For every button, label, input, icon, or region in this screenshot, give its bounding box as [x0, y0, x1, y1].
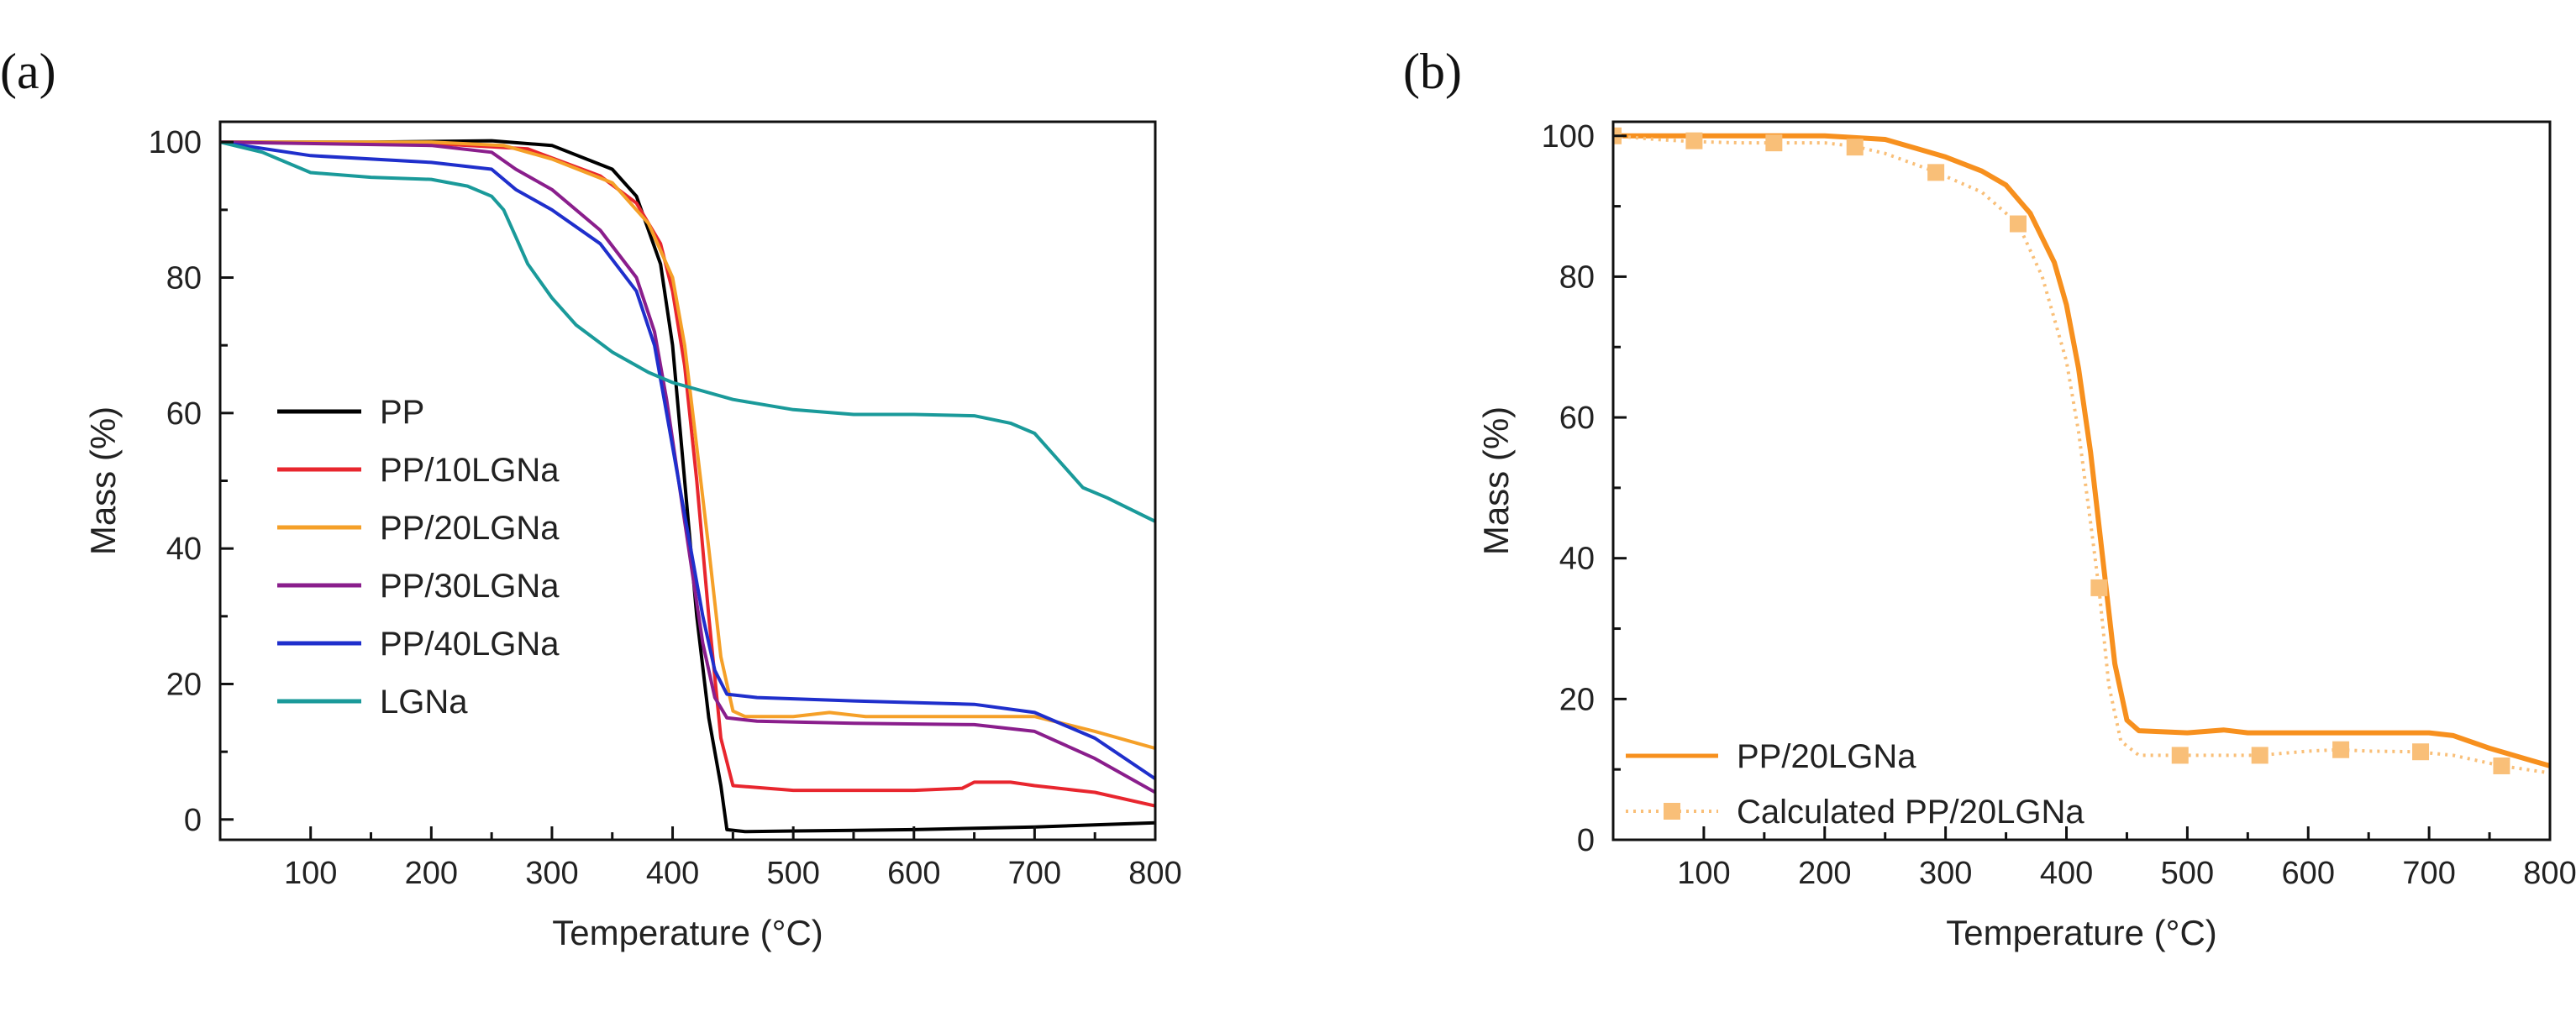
- panel-a-x-tick-label: 600: [887, 856, 940, 891]
- panel-b-legend-label-0: PP/20LGNa: [1737, 738, 1916, 775]
- panel-b-series-marker-10: [2412, 743, 2430, 761]
- panel-b-series-marker-11: [2493, 757, 2510, 774]
- panel-a-y-tick-label: 100: [149, 125, 202, 160]
- panel-b-series-marker-1: [1685, 132, 1703, 149]
- panel-b-y-tick-label: 80: [1559, 259, 1595, 295]
- panel-a-x-tick-label: 800: [1128, 856, 1181, 891]
- panel-b-plot-frame: [1611, 120, 2552, 841]
- panel-a-legend-label-4: PP/40LGNa: [380, 626, 560, 663]
- panel-b-legend-marker-1: [1664, 803, 1680, 820]
- panel-a-series-line-2: [220, 140, 1155, 751]
- panel-a-y-tick-label: 80: [166, 261, 202, 296]
- panel-a-x-tick-label: 500: [766, 856, 819, 891]
- panel-b-label: (b): [1403, 44, 1462, 99]
- panel-b-x-axis-label: Temperature (°C): [1946, 913, 2217, 952]
- panel-b-y-tick-label: 100: [1542, 119, 1595, 155]
- panel-b-series-marker-2: [1765, 134, 1783, 152]
- panel-a-label: (a): [0, 44, 56, 99]
- panel-b-x-tick-label: 300: [1919, 856, 1972, 891]
- panel-a-y-axis-label: Mass (%): [83, 406, 123, 555]
- panel-a-x-axis-label: Temperature (°C): [552, 913, 823, 952]
- panel-b-series-marker-5: [2009, 215, 2027, 233]
- panel-a-plot-frame: [218, 120, 1157, 841]
- panel-a-y-tick-label: 40: [166, 532, 202, 567]
- panel-a-x-tick-label: 300: [525, 856, 578, 891]
- panel-b-series-marker-8: [2251, 747, 2268, 764]
- panel-b-series-marker-6: [2090, 579, 2108, 596]
- panel-b-y-tick-label: 60: [1559, 401, 1595, 436]
- panel-b-x-tick-label: 800: [2523, 856, 2576, 891]
- panel-a-legend: PP PP/10LGNa PP/20LGNa PP/30LGNa PP/40LGNa LG…: [277, 394, 560, 721]
- panel-a-legend-label-2: PP/20LGNa: [380, 510, 560, 547]
- panel-a-x-tick-label: 100: [284, 856, 337, 891]
- panel-a-series-line-3: [220, 140, 1155, 794]
- panel-a-legend-label-3: PP/30LGNa: [380, 568, 560, 605]
- panel-a-x-tick-label: 400: [646, 856, 699, 891]
- panel-b-chart: 100 200 300 400 500 600 700 800 0 20 40 60 80 100 Temp…: [1476, 119, 2576, 952]
- panel-a-x-tick-label: 700: [1008, 856, 1061, 891]
- panel-a-y-tick-label: 20: [166, 667, 202, 702]
- panel-b-legend-label-1: Calculated PP/20LGNa: [1737, 794, 2084, 831]
- panel-b-series-marker-9: [2332, 741, 2350, 758]
- panel-b-y-tick-label: 20: [1559, 682, 1595, 717]
- panel-b-x-tick-label: 100: [1677, 856, 1730, 891]
- panel-b-x-tick-label: 700: [2402, 856, 2455, 891]
- panel-b-series-marker-7: [2171, 747, 2189, 764]
- panel-b-series-marker-3: [1846, 139, 1864, 156]
- panel-b-x-tick-label: 500: [2161, 856, 2214, 891]
- panel-b-series-line-1: [1613, 134, 2550, 775]
- panel-b-y-tick-label: 0: [1577, 823, 1595, 858]
- panel-a-legend-label-0: PP: [380, 394, 424, 431]
- panel-a-legend-label-5: LGNa: [380, 684, 468, 721]
- panel-a-series-line-1: [220, 140, 1155, 808]
- panel-a-y-tick-label: 0: [184, 803, 202, 838]
- panel-b-y-tick-label: 40: [1559, 542, 1595, 577]
- panel-a-legend-label-1: PP/10LGNa: [380, 452, 560, 489]
- panel-b-y-axis-label: Mass (%): [1476, 406, 1516, 555]
- panel-a-y-tick-label: 60: [166, 396, 202, 432]
- panel-b-series-marker-4: [1927, 164, 1945, 181]
- panel-b-x-tick-label: 600: [2282, 856, 2335, 891]
- panel-a-x-tick-label: 200: [405, 856, 458, 891]
- panel-a-chart: 100 200 300 400 500 600 700 800 0 20 40 60 80 100 Temp…: [83, 120, 1182, 952]
- panel-b-x-tick-label: 400: [2040, 856, 2093, 891]
- panel-a-series-line-5: [220, 140, 1155, 523]
- panel-a-series-line-4: [220, 140, 1155, 781]
- panel-b-legend: PP/20LGNa Calculated PP/20LGNa: [1626, 738, 2084, 831]
- panel-b-x-tick-label: 200: [1798, 856, 1851, 891]
- panel-b-series-line-0: [1613, 133, 2550, 768]
